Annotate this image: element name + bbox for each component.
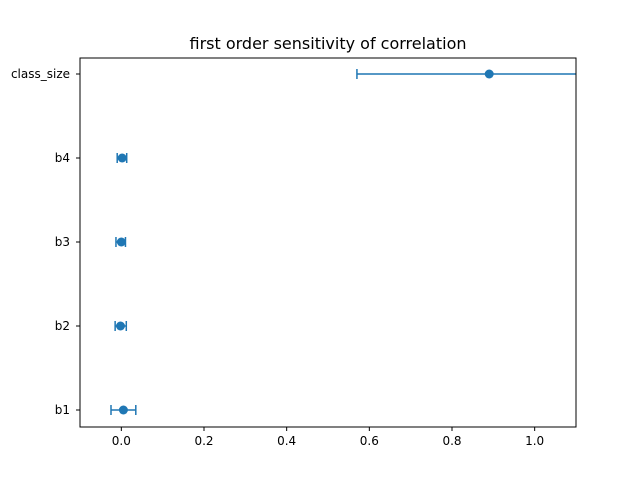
data-point [484,69,494,79]
x-tick-label: 0.8 [442,434,461,448]
y-tick-label: class_size [11,67,70,81]
data-point [116,321,126,331]
data-point [118,405,128,415]
x-tick-label: 0.4 [277,434,296,448]
y-tick-label: b3 [55,235,70,249]
x-tick-label: 0.6 [360,434,379,448]
y-tick-label: b1 [55,403,70,417]
x-tick-label: 0.0 [112,434,131,448]
axes-frame [79,57,577,428]
chart-title: first order sensitivity of correlation [189,34,466,53]
x-axis: 0.0 0.2 0.4 0.6 0.8 1.0 [112,427,544,448]
y-tick-label: b4 [55,151,70,165]
data-point [116,237,126,247]
x-tick-label: 1.0 [525,434,544,448]
x-tick-label: 0.2 [194,434,213,448]
y-tick-label: b2 [55,319,70,333]
data-point [117,153,127,163]
y-axis: b1 b2 b3 b4 class_size [11,67,80,417]
plot-area [110,69,576,415]
